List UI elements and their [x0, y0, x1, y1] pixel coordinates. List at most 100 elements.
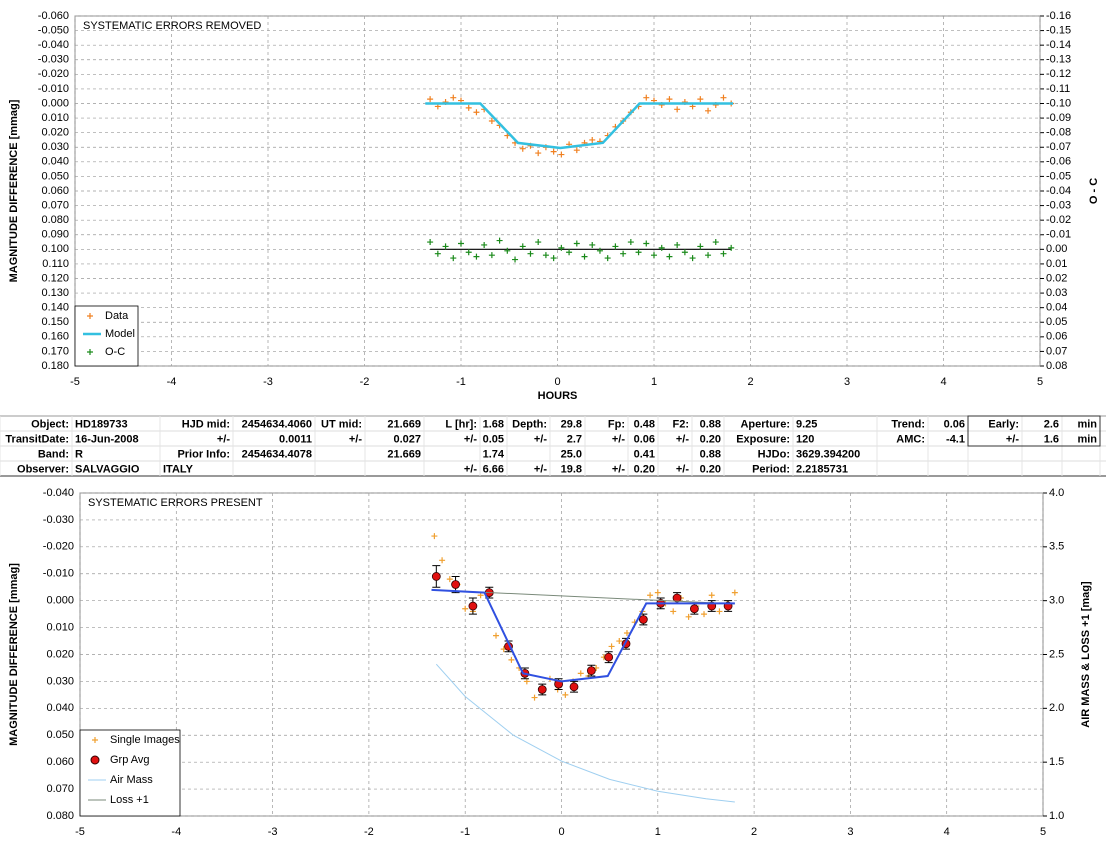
- data-point: [701, 611, 708, 618]
- y2-tick-label: 0.04: [1046, 302, 1067, 314]
- table-label: +/-: [612, 433, 625, 445]
- data-point: [689, 255, 696, 262]
- table-label: Observer:: [17, 463, 69, 475]
- y2-tick-label: 3.5: [1049, 541, 1064, 553]
- table-value: 120: [796, 433, 814, 445]
- data-point: [481, 241, 488, 248]
- table-box: [967, 415, 1101, 447]
- y-tick-label: 0.150: [41, 316, 69, 328]
- table-value: 2.7: [567, 433, 582, 445]
- group-average: [468, 601, 478, 611]
- group-average: [604, 652, 614, 662]
- data-point: [728, 244, 735, 251]
- y2-tick-label: 4.0: [1049, 487, 1064, 499]
- table-value: 2.6: [1044, 418, 1059, 430]
- chart-title: SYSTEMATIC ERRORS PRESENT: [88, 497, 263, 509]
- x-tick-label: 3: [847, 826, 853, 838]
- data-point: [697, 243, 704, 250]
- table-label: min: [1077, 433, 1097, 445]
- table-value: 1.6: [1044, 433, 1059, 445]
- data-point: [596, 247, 603, 254]
- data-point: [681, 249, 688, 256]
- table-label: ITALY: [163, 463, 194, 475]
- data-point: [705, 107, 712, 114]
- x-tick-label: -1: [460, 826, 470, 838]
- x-tick-label: 0: [558, 826, 564, 838]
- data-point: [450, 255, 457, 262]
- data-point: [658, 244, 665, 251]
- table-label: UT mid:: [321, 418, 362, 430]
- y2-tick-label: 2.0: [1049, 702, 1064, 714]
- table-value: 0.88: [700, 418, 721, 430]
- y-tick-label: 0.110: [42, 258, 69, 270]
- x-tick-label: -3: [263, 376, 273, 388]
- data-point: [558, 244, 565, 251]
- data-point: [531, 694, 538, 701]
- y-tick-label: -0.010: [43, 568, 74, 580]
- table-label: +/-: [676, 463, 689, 475]
- data-point: [458, 240, 464, 247]
- data-point: [589, 136, 596, 143]
- y-tick-label: -0.050: [38, 24, 69, 36]
- table-label: +/-: [464, 433, 477, 445]
- data-point: [674, 106, 681, 113]
- y2-tick-label: 0.03: [1046, 287, 1067, 299]
- data-point: [450, 94, 457, 101]
- table-label: Object:: [31, 418, 69, 430]
- y-tick-label: 0.020: [41, 127, 69, 139]
- y-tick-label: 0.080: [41, 214, 69, 226]
- y2-tick-label: -0.03: [1046, 199, 1071, 211]
- data-point: [608, 643, 615, 650]
- data-point: [446, 576, 453, 583]
- x-tick-label: 2: [747, 376, 753, 388]
- y-axis-label: MAGNITUDE DIFFERENCE [mmag]: [8, 563, 20, 746]
- data-point: [731, 589, 738, 596]
- x-tick-label: -4: [167, 376, 177, 388]
- data-point: [623, 629, 630, 636]
- data-point: [488, 118, 495, 124]
- table-label: HJDo:: [758, 448, 790, 460]
- y-tick-label: 0.040: [46, 702, 74, 714]
- x-tick-label: -2: [364, 826, 374, 838]
- y2-tick-label: 3.0: [1049, 595, 1064, 607]
- table-label: +/-: [1006, 433, 1019, 445]
- y-tick-label: 0.010: [41, 112, 69, 124]
- table-value: 2454634.4060: [242, 418, 312, 430]
- table-value: 0.20: [700, 463, 721, 475]
- data-point: [508, 656, 515, 663]
- y-tick-label: 0.000: [41, 97, 69, 109]
- data-point: [535, 150, 542, 157]
- table-value: 0.0011: [279, 433, 312, 445]
- y-tick-label: -0.040: [38, 39, 69, 51]
- data-point: [535, 239, 542, 246]
- table-value: 2454634.4078: [242, 448, 312, 460]
- data-point: [604, 255, 611, 262]
- y2-tick-label: -0.09: [1046, 112, 1071, 124]
- x-tick-label: 3: [844, 376, 850, 388]
- data-point: [550, 255, 557, 262]
- group-average: [569, 682, 579, 692]
- data-point: [612, 243, 619, 250]
- y-tick-label: -0.020: [43, 541, 74, 553]
- y-tick-label: 0.050: [46, 729, 74, 741]
- y-tick-label: 0.060: [41, 185, 69, 197]
- table-value: R: [75, 448, 83, 460]
- legend-label: Model: [105, 328, 135, 340]
- x-tick-label: 2: [751, 826, 757, 838]
- y2-tick-label: -0.15: [1046, 24, 1071, 36]
- table-label: L [hr]:: [445, 418, 477, 430]
- data-point: [473, 109, 480, 116]
- legend-label: Grp Avg: [110, 754, 150, 766]
- data-point: [519, 145, 526, 152]
- data-point: [558, 151, 565, 158]
- y-tick-label: 0.060: [46, 756, 74, 768]
- data-point: [573, 147, 580, 154]
- y2-tick-label: 0.07: [1046, 345, 1067, 357]
- y2-axis-label: O - C: [1088, 178, 1100, 204]
- data-point: [519, 243, 526, 250]
- x-axis-label: HOURS: [538, 390, 578, 402]
- y2-tick-label: -0.14: [1046, 39, 1071, 51]
- data-point: [643, 240, 650, 247]
- data-point: [504, 247, 511, 254]
